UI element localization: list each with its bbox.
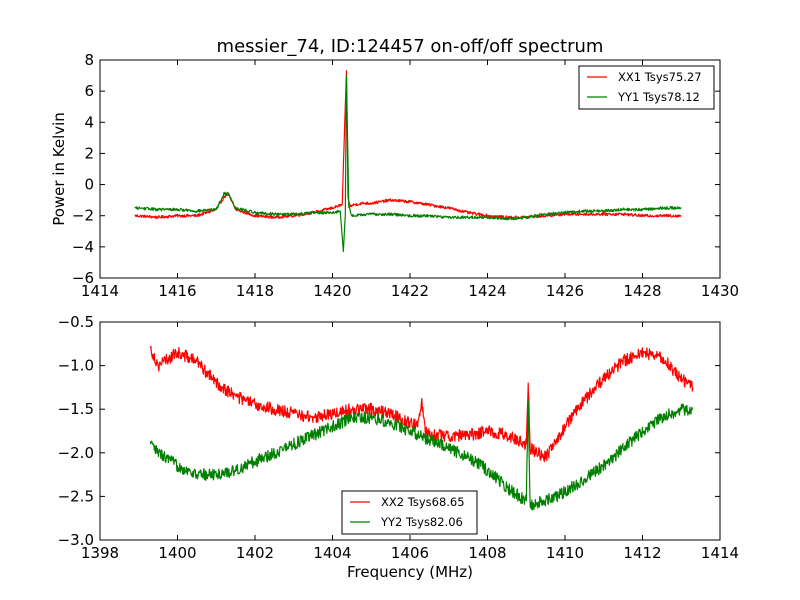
bottom-series-line-1 (149, 345, 694, 463)
top-x-tick-label: 1426 (546, 282, 584, 300)
top-legend-label-2: YY1 Tsys78.12 (617, 90, 700, 104)
bottom-y-tick-label: −3.0 (58, 531, 94, 549)
top-y-tick-label: 6 (84, 82, 94, 100)
top-y-tick-label: −2 (72, 207, 94, 225)
bottom-x-tick-label: 1412 (623, 544, 661, 562)
top-y-axis-label: Power in Kelvin (50, 112, 68, 226)
top-y-tick-label: −4 (72, 238, 94, 256)
top-x-tick-label: 1416 (158, 282, 196, 300)
bottom-y-tick-label: −2.5 (58, 487, 94, 505)
bottom-x-tick-label: 1400 (158, 544, 196, 562)
top-y-tick-label: 4 (84, 113, 94, 131)
bottom-x-tick-label: 1398 (81, 544, 119, 562)
top-series-line-1 (134, 70, 682, 220)
top-x-tick-label: 1418 (236, 282, 274, 300)
top-chart-panel: 1414 1416 1418 1420 1422 1424 1426 1428 1430 8 6 4 2… (72, 51, 739, 300)
bottom-legend-label-2: YY2 Tsys82.06 (380, 515, 463, 529)
top-y-tick-label: 0 (84, 176, 94, 194)
bottom-legend-box (341, 490, 478, 535)
bottom-x-tick-label: 1404 (313, 544, 351, 562)
bottom-x-tick-label: 1406 (391, 544, 429, 562)
top-series-line-2 (134, 74, 682, 253)
top-y-tick-label: −6 (72, 269, 94, 287)
bottom-legend: XX2 Tsys68.65 YY2 Tsys82.06 (341, 490, 478, 535)
bottom-series-line-2 (149, 399, 694, 511)
top-x-tick-label: 1424 (468, 282, 506, 300)
top-legend-box (578, 65, 715, 110)
top-legend: XX1 Tsys75.27 YY1 Tsys78.12 (578, 65, 715, 110)
bottom-x-tick-label: 1410 (546, 544, 584, 562)
bottom-y-tick-label: −1.0 (58, 357, 94, 375)
bottom-x-tick-label: 1402 (236, 544, 274, 562)
bottom-x-axis-label: Frequency (MHz) (347, 563, 473, 581)
bottom-x-tick-label: 1414 (701, 544, 739, 562)
bottom-y-tick-label: −0.5 (58, 313, 94, 331)
bottom-chart-panel: 1398 1400 1402 1404 1406 1408 1410 1412 1414 −0.5… (58, 313, 740, 562)
top-x-tick-label: 1430 (701, 282, 739, 300)
top-legend-label-1: XX1 Tsys75.27 (618, 70, 702, 84)
bottom-y-tick-label: −1.5 (58, 400, 94, 418)
top-x-tick-label: 1428 (623, 282, 661, 300)
bottom-x-tick-label: 1408 (468, 544, 506, 562)
top-y-tick-label: 2 (84, 144, 94, 162)
top-y-tick-label: 8 (84, 51, 94, 69)
bottom-y-tick-label: −2.0 (58, 444, 94, 462)
top-x-tick-label: 1414 (81, 282, 119, 300)
top-chart-title: messier_74, ID:124457 on-off/off spectru… (217, 36, 604, 57)
top-x-tick-label: 1422 (391, 282, 429, 300)
top-x-tick-label: 1420 (313, 282, 351, 300)
bottom-legend-label-1: XX2 Tsys68.65 (381, 495, 465, 509)
